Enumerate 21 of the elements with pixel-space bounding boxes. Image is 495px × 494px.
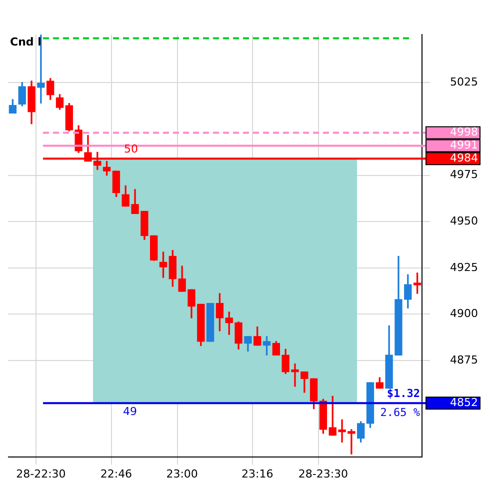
y-tick-label: 4950 [450, 214, 478, 228]
candlestick [37, 34, 45, 104]
y-tick-label: 4975 [450, 168, 478, 182]
ref-line-label: 4991 [450, 138, 478, 152]
annotation: $1.32 [386, 386, 420, 400]
x-tick-label: 22:46 [100, 467, 132, 480]
y-tick-label: 5025 [450, 76, 478, 89]
annotation: Cnd l [10, 35, 42, 48]
annotation: 49 [123, 404, 137, 418]
y-tick-label: 4925 [450, 260, 478, 274]
ref-line-label: 4984 [450, 152, 478, 165]
y-tick-label: 4875 [450, 353, 478, 366]
y-tick-label: 4900 [450, 307, 478, 320]
x-tick-label: 28-22:30 [16, 467, 66, 480]
ref-line-label: 4852 [450, 396, 478, 409]
ref-line-label: 4998 [450, 126, 478, 139]
annotation: 50 [124, 142, 138, 156]
x-tick-label: 23:16 [241, 467, 274, 480]
annotation: 2.65 % [380, 406, 420, 419]
x-tick-label: 28-23:30 [298, 467, 348, 480]
x-tick-label: 23:00 [166, 467, 198, 480]
